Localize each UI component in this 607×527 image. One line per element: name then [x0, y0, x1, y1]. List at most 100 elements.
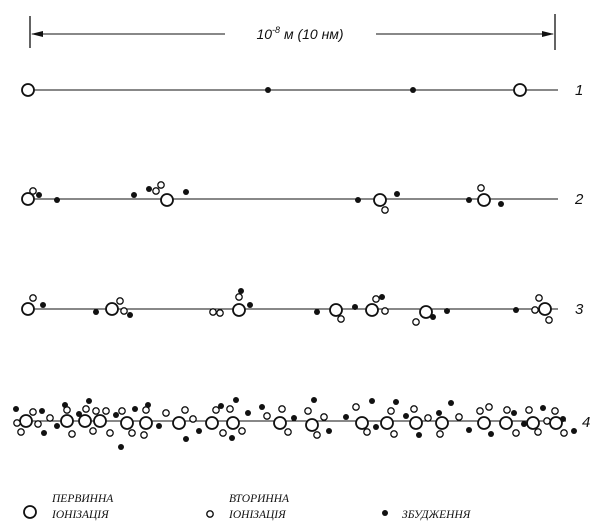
track-4: 4: [13, 397, 590, 450]
excitation-marker: [373, 424, 379, 430]
secondary-ionization-marker: [320, 413, 328, 421]
excitation-marker: [238, 288, 244, 294]
excitation-marker: [444, 308, 450, 314]
excitation-marker: [311, 397, 317, 403]
legend-primary: ПЕРВИННА ІОНІЗАЦІЯ: [23, 493, 114, 521]
excitation-marker: [259, 404, 265, 410]
primary-ionization-marker: [538, 302, 552, 316]
secondary-ionization-marker: [531, 306, 539, 314]
secondary-ionization-marker: [485, 403, 493, 411]
secondary-ionization-marker: [363, 428, 371, 436]
primary-ionization-marker: [435, 416, 449, 430]
excitation-marker: [511, 410, 517, 416]
excitation-marker: [146, 186, 152, 192]
excitation-marker: [416, 432, 422, 438]
scale-unit: м (10 нм): [280, 26, 343, 42]
secondary-ionization-marker: [128, 429, 136, 437]
track-number: 1: [575, 82, 583, 99]
primary-ionization-marker: [78, 414, 92, 428]
excitation-marker: [131, 192, 137, 198]
excitation-marker: [540, 405, 546, 411]
secondary-ionization-marker: [226, 405, 234, 413]
excitation-marker: [326, 428, 332, 434]
excitation-marker: [393, 399, 399, 405]
excitation-marker: [436, 410, 442, 416]
secondary-ionization-marker: [82, 405, 90, 413]
excitation-marker: [54, 197, 60, 203]
primary-ionization-marker: [477, 193, 491, 207]
secondary-ionization-marker: [189, 415, 197, 423]
excitation-marker: [403, 413, 409, 419]
excitation-marker: [39, 408, 45, 414]
track-number: 2: [574, 191, 584, 208]
primary-ionization-marker: [373, 193, 387, 207]
excitation-marker: [379, 294, 385, 300]
secondary-ionization-marker: [381, 307, 389, 315]
primary-ionization-marker: [419, 305, 433, 319]
excitation-marker: [355, 197, 361, 203]
secondary-ionization-marker: [278, 405, 286, 413]
excitation-marker: [291, 415, 297, 421]
secondary-ionization-marker: [390, 430, 398, 438]
legend-secondary-line-1: ВТОРИННА: [229, 493, 290, 505]
primary-ionization-marker: [93, 414, 107, 428]
excitation-marker: [430, 314, 436, 320]
legend-primary-line-2: ІОНІЗАЦІЯ: [51, 509, 110, 521]
primary-ionization-marker: [205, 416, 219, 430]
primary-ionization-marker: [526, 416, 540, 430]
secondary-ionization-marker: [46, 414, 54, 422]
secondary-ionization-marker: [352, 403, 360, 411]
secondary-ionization-marker: [116, 297, 124, 305]
excitation-marker: [76, 411, 82, 417]
secondary-ionization-marker: [212, 406, 220, 414]
secondary-ionization-marker: [551, 407, 559, 415]
secondary-ionization-marker: [219, 429, 227, 437]
excitation-marker: [571, 428, 577, 434]
secondary-ionization-marker: [476, 407, 484, 415]
secondary-ionization-marker: [92, 407, 100, 415]
primary-ionization-marker: [139, 416, 153, 430]
excitation-marker: [183, 436, 189, 442]
secondary-ionization-marker: [535, 294, 543, 302]
excitation-marker: [448, 400, 454, 406]
secondary-ionization-marker: [29, 187, 37, 195]
secondary-ionization-marker: [424, 414, 432, 422]
excitation-marker: [245, 410, 251, 416]
primary-ionization-marker: [172, 416, 186, 430]
track-1: 1: [21, 82, 583, 99]
secondary-ionization-marker: [284, 428, 292, 436]
secondary-ionization-marker: [216, 309, 224, 317]
scale-exponent: -8: [272, 25, 280, 35]
excitation-marker: [352, 304, 358, 310]
secondary-ionization-marker: [106, 429, 114, 437]
track-points: [21, 181, 504, 214]
secondary-ionization-marker: [560, 429, 568, 437]
secondary-ionization-marker: [381, 206, 389, 214]
primary-ionization-marker: [499, 416, 513, 430]
secondary-ionization-marker: [209, 308, 217, 316]
secondary-ionization-marker: [238, 427, 246, 435]
secondary-ionization-marker: [412, 318, 420, 326]
scale-base: 10: [256, 26, 272, 42]
excitation-marker: [394, 191, 400, 197]
secondary-ionization-marker: [534, 428, 542, 436]
scale-left-arrowhead: [31, 31, 43, 37]
secondary-ionization-marker: [525, 406, 533, 414]
excitation-marker: [410, 87, 416, 93]
secondary-ionization-marker: [152, 187, 160, 195]
excitation-marker: [36, 192, 42, 198]
secondary-ionization-marker: [29, 294, 37, 302]
track-points: [21, 83, 527, 97]
excitation-marker: [196, 428, 202, 434]
secondary-ionization-marker: [372, 295, 380, 303]
excitation-marker: [13, 406, 19, 412]
secondary-ionization-marker: [455, 413, 463, 421]
legend-primary-line-1: ПЕРВИННА: [51, 493, 114, 505]
secondary-ionization-marker: [410, 405, 418, 413]
excitation-marker: [466, 197, 472, 203]
excitation-marker: [183, 189, 189, 195]
secondary-ionization-marker: [34, 420, 42, 428]
excitation-marker: [265, 87, 271, 93]
excitation-marker: [513, 307, 519, 313]
